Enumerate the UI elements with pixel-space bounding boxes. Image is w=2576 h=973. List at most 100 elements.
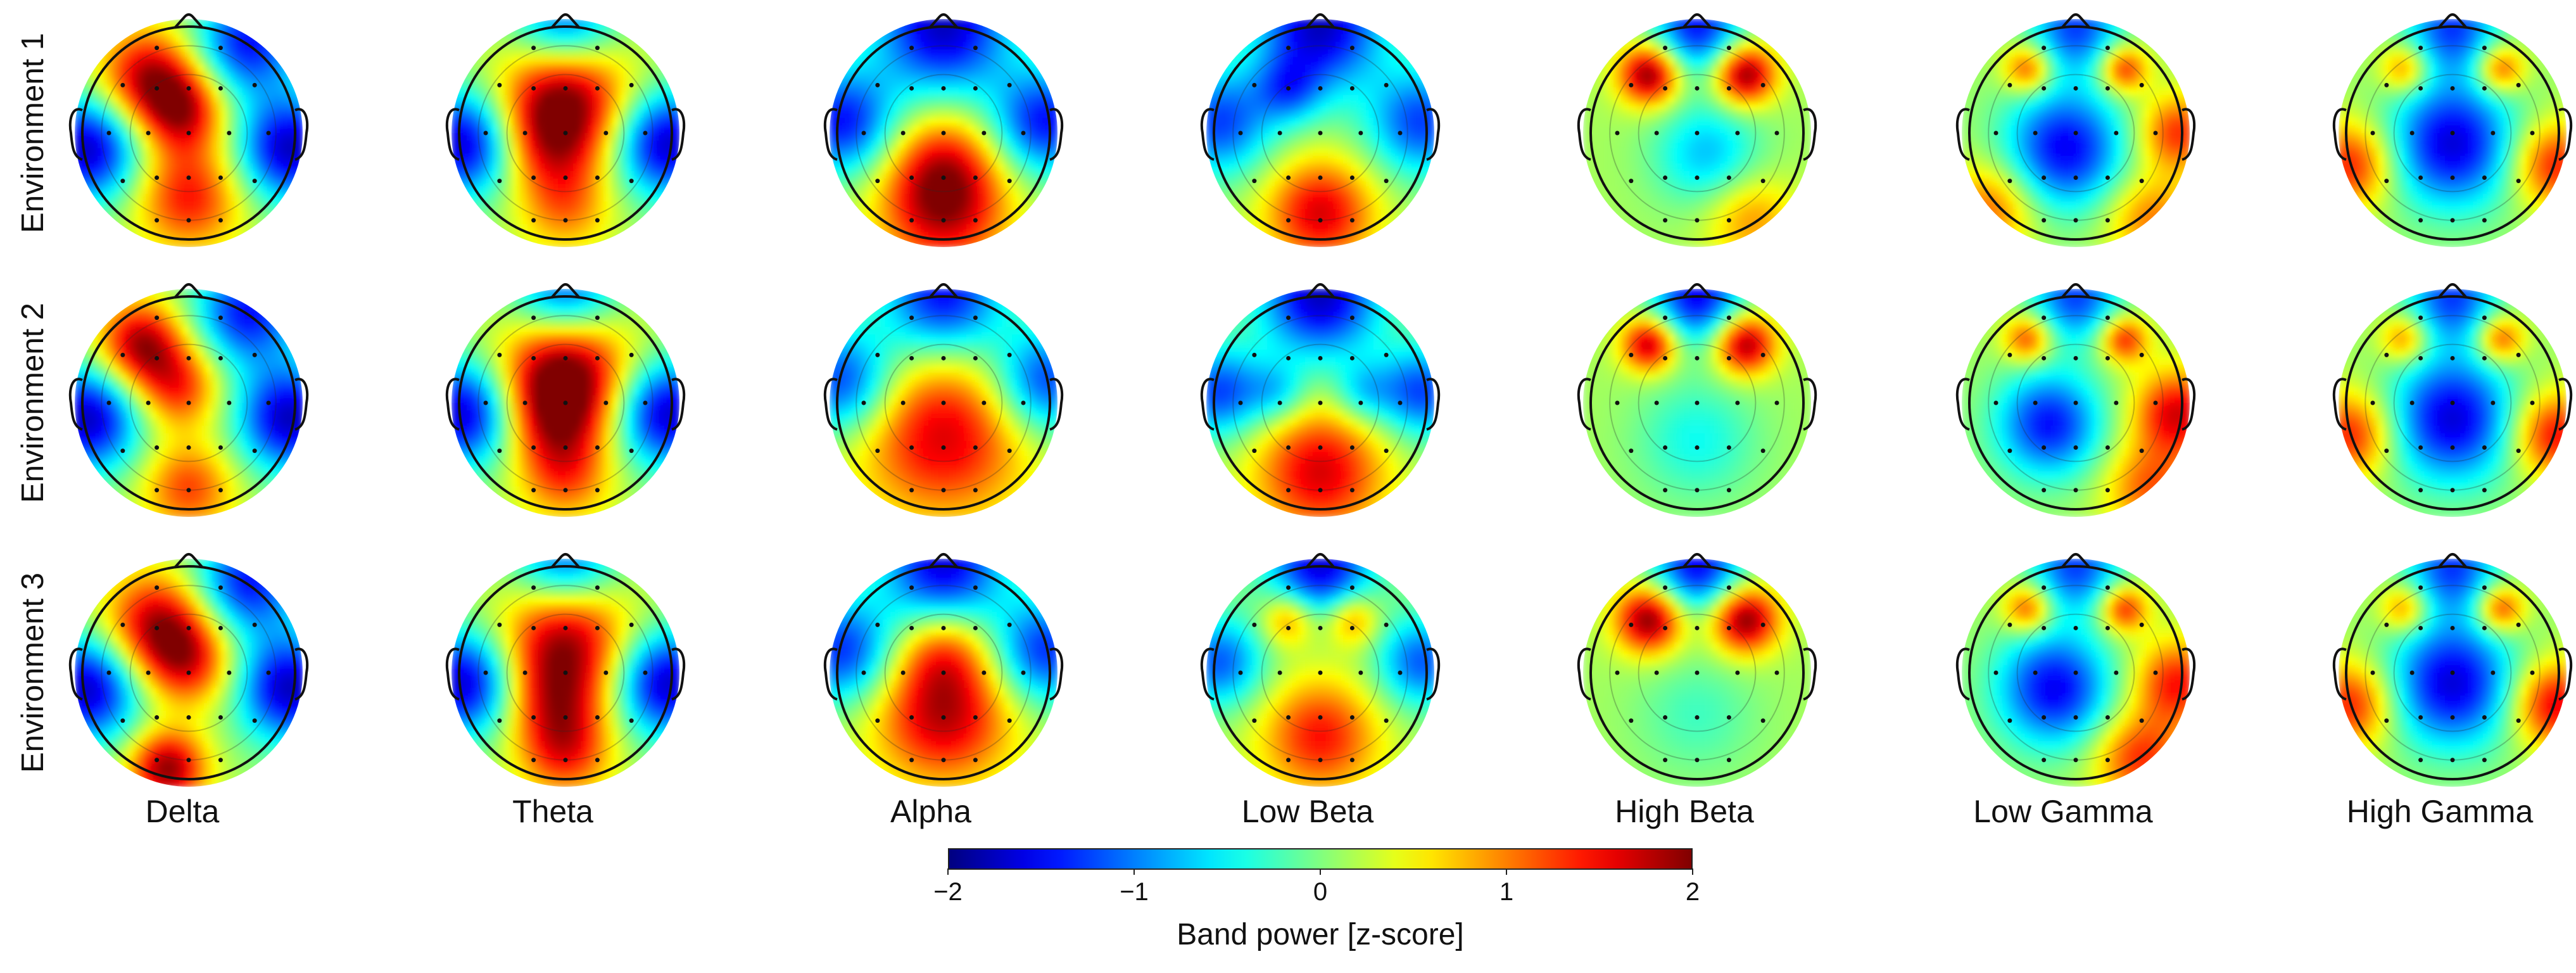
electrode-dot	[1349, 315, 1354, 321]
electrode-dot	[1238, 400, 1243, 405]
electrode-dot	[120, 82, 125, 87]
electrode-dot	[1318, 625, 1323, 630]
electrode-dot	[1629, 622, 1634, 627]
electrode-dot	[1695, 625, 1700, 630]
electrode-dot	[120, 179, 125, 184]
nose-outline	[1682, 13, 1712, 29]
electrode-dot	[531, 445, 536, 450]
electrode-dot	[595, 175, 600, 181]
electrode-dot	[1358, 400, 1363, 405]
right-ear-outline	[1426, 108, 1441, 161]
topomap-contour	[1638, 613, 1757, 732]
topomap	[445, 553, 686, 787]
left-ear-outline	[2332, 647, 2347, 701]
right-ear-outline	[2558, 647, 2573, 701]
electrode-dot	[252, 82, 257, 87]
electrode-dot	[2033, 130, 2038, 136]
electrode-dot	[1252, 622, 1257, 627]
electrode-dot	[1760, 718, 1765, 723]
electrode-dot	[1735, 400, 1740, 405]
left-ear-outline	[1200, 378, 1215, 431]
electrode-dot	[1318, 445, 1323, 450]
electrode-dot	[1277, 400, 1282, 405]
electrode-dot	[900, 670, 906, 675]
head-outline	[1968, 565, 2183, 780]
electrode-dot	[563, 670, 568, 675]
electrode-dot	[2073, 488, 2078, 493]
electrode-dot	[155, 488, 160, 493]
electrode-dot	[875, 718, 880, 723]
electrode-dot	[2139, 448, 2144, 454]
electrode-dot	[2384, 352, 2389, 357]
electrode-dot	[1993, 130, 1998, 136]
head-outline	[836, 25, 1051, 241]
left-ear-outline	[1577, 647, 1591, 701]
electrode-dot	[1726, 86, 1731, 91]
topomap-contour	[2393, 73, 2512, 193]
electrode-dot	[595, 315, 600, 321]
electrode-dot	[2450, 400, 2455, 405]
electrode-dot	[2530, 130, 2535, 136]
electrode-dot	[941, 625, 946, 630]
topomap	[2332, 283, 2573, 517]
left-ear-outline	[68, 108, 83, 161]
electrode-dot	[1286, 46, 1291, 51]
right-ear-outline	[2558, 378, 2573, 431]
electrode-dot	[2105, 445, 2110, 450]
topomap-contour	[506, 613, 625, 732]
electrode-dot	[2516, 718, 2521, 723]
electrode-dot	[522, 400, 527, 405]
electrode-dot	[2007, 352, 2012, 357]
topomap-contour	[1261, 73, 1380, 193]
column-label: High Gamma	[2346, 794, 2534, 829]
electrode-dot	[1615, 400, 1620, 405]
electrode-dot	[531, 218, 536, 223]
electrode-dot	[2105, 218, 2110, 223]
topomap	[1577, 553, 1817, 787]
nose-outline	[1305, 283, 1335, 299]
electrode-dot	[218, 445, 223, 450]
head-outline	[1213, 25, 1428, 241]
electrode-dot	[2418, 445, 2423, 450]
electrode-dot	[1663, 218, 1668, 223]
electrode-dot	[1021, 130, 1026, 136]
electrode-dot	[218, 715, 223, 720]
electrode-dot	[2418, 218, 2423, 223]
electrode-dot	[2105, 625, 2110, 630]
electrode-dot	[155, 585, 160, 590]
electrode-dot	[2384, 622, 2389, 627]
electrode-dot	[522, 130, 527, 136]
topomap-contour	[129, 73, 248, 193]
electrode-dot	[2042, 355, 2047, 360]
electrode-dot	[941, 400, 946, 405]
electrode-dot	[186, 670, 191, 675]
column-label: Theta	[512, 794, 593, 829]
electrode-dot	[146, 400, 151, 405]
electrode-dot	[875, 622, 880, 627]
electrode-dot	[909, 625, 914, 630]
topomap	[1200, 553, 1441, 787]
left-ear-outline	[2332, 108, 2347, 161]
head-outline	[1589, 565, 1805, 780]
electrode-dot	[563, 355, 568, 360]
electrode-dot	[2530, 670, 2535, 675]
topomap	[68, 283, 309, 517]
electrode-dot	[643, 400, 648, 405]
electrode-dot	[1318, 715, 1323, 720]
electrode-dot	[1695, 400, 1700, 405]
electrode-dot	[2042, 715, 2047, 720]
topomap-contour	[884, 73, 1003, 193]
electrode-dot	[266, 130, 271, 136]
topomap	[1955, 13, 2196, 247]
electrode-dot	[1252, 448, 1257, 454]
electrode-dot	[1318, 218, 1323, 223]
electrode-dot	[1726, 445, 1731, 450]
electrode-dot	[2139, 622, 2144, 627]
electrode-dot	[2370, 400, 2375, 405]
electrode-dot	[909, 445, 914, 450]
electrode-dot	[941, 488, 946, 493]
left-ear-outline	[2332, 378, 2347, 431]
electrode-dot	[909, 218, 914, 223]
electrode-dot	[909, 585, 914, 590]
colorbar-tick-mark	[1692, 868, 1693, 875]
